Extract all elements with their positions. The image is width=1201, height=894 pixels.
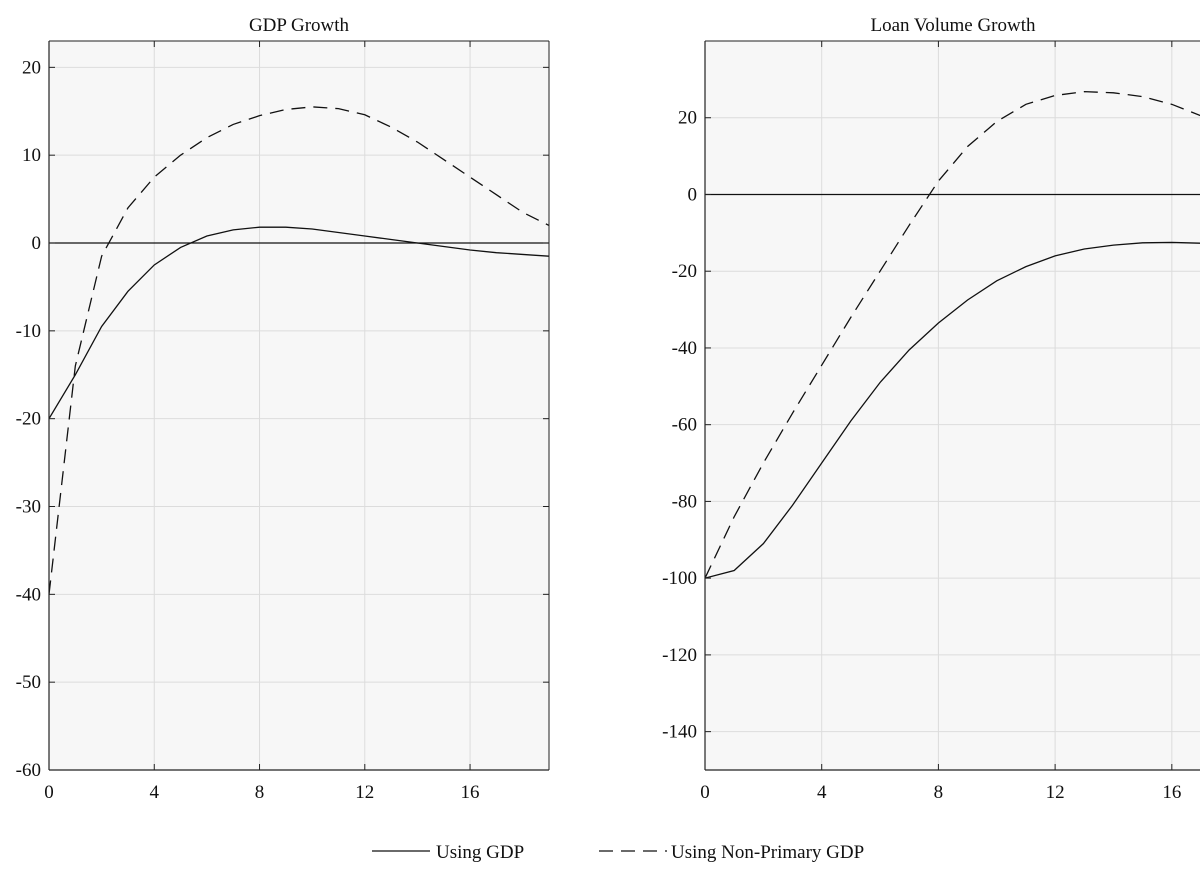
legend-label-2: Using Non-Primary GDP: [671, 842, 864, 863]
y-tick-label: -100: [662, 568, 697, 589]
x-tick-label: 8: [934, 782, 944, 803]
x-tick-label: 4: [150, 782, 160, 803]
panel-2: 0 4 8 12 16 -140 -120 -100 -80 -60 -40 -20 0 20 Loan V…: [662, 15, 1200, 803]
x-tick-label: 16: [1162, 782, 1181, 803]
y-tick-label: -20: [672, 261, 697, 282]
plot-area: [49, 41, 549, 770]
y-tick-label: -80: [672, 491, 697, 512]
x-tick-label: 12: [355, 782, 374, 803]
x-tick-label: 0: [44, 782, 54, 803]
y-tick-label: 10: [22, 145, 41, 166]
panel-1: 0 4 8 12 16 -60 -50 -40 -30 -20 -10 0 10 20 GDP Growth: [16, 15, 550, 803]
y-tick-label: -60: [16, 760, 41, 781]
legend-label-1: Using GDP: [436, 842, 524, 863]
x-tick-label: 8: [255, 782, 265, 803]
plot-area: [705, 41, 1200, 770]
legend: Using GDP Using Non-Primary GDP: [372, 842, 864, 863]
y-tick-label: -40: [16, 584, 41, 605]
y-tick-label: -40: [672, 338, 697, 359]
x-tick-label: 0: [700, 782, 710, 803]
y-tick-label: -20: [16, 409, 41, 430]
series-line-non-primary-gdp: [705, 90, 1200, 579]
series-line-gdp: [49, 226, 549, 420]
y-tick-label: -30: [16, 497, 41, 518]
series-line-gdp: [705, 241, 1200, 579]
x-tick-label: 16: [461, 782, 480, 803]
x-tick-label: 4: [817, 782, 827, 803]
y-tick-label: -140: [662, 722, 697, 743]
series-line-non-primary-gdp: [49, 106, 549, 595]
panel-title: Loan Volume Growth: [870, 15, 1036, 36]
y-tick-label: 0: [32, 233, 42, 254]
panel-title: GDP Growth: [249, 15, 350, 36]
y-tick-label: -50: [16, 672, 41, 693]
y-tick-label: 20: [22, 57, 41, 78]
y-tick-label: -120: [662, 645, 697, 666]
x-tick-label: 12: [1046, 782, 1065, 803]
y-tick-label: -60: [672, 415, 697, 436]
y-tick-label: -10: [16, 321, 41, 342]
y-tick-label: 20: [678, 108, 697, 129]
y-tick-label: 0: [688, 184, 698, 205]
